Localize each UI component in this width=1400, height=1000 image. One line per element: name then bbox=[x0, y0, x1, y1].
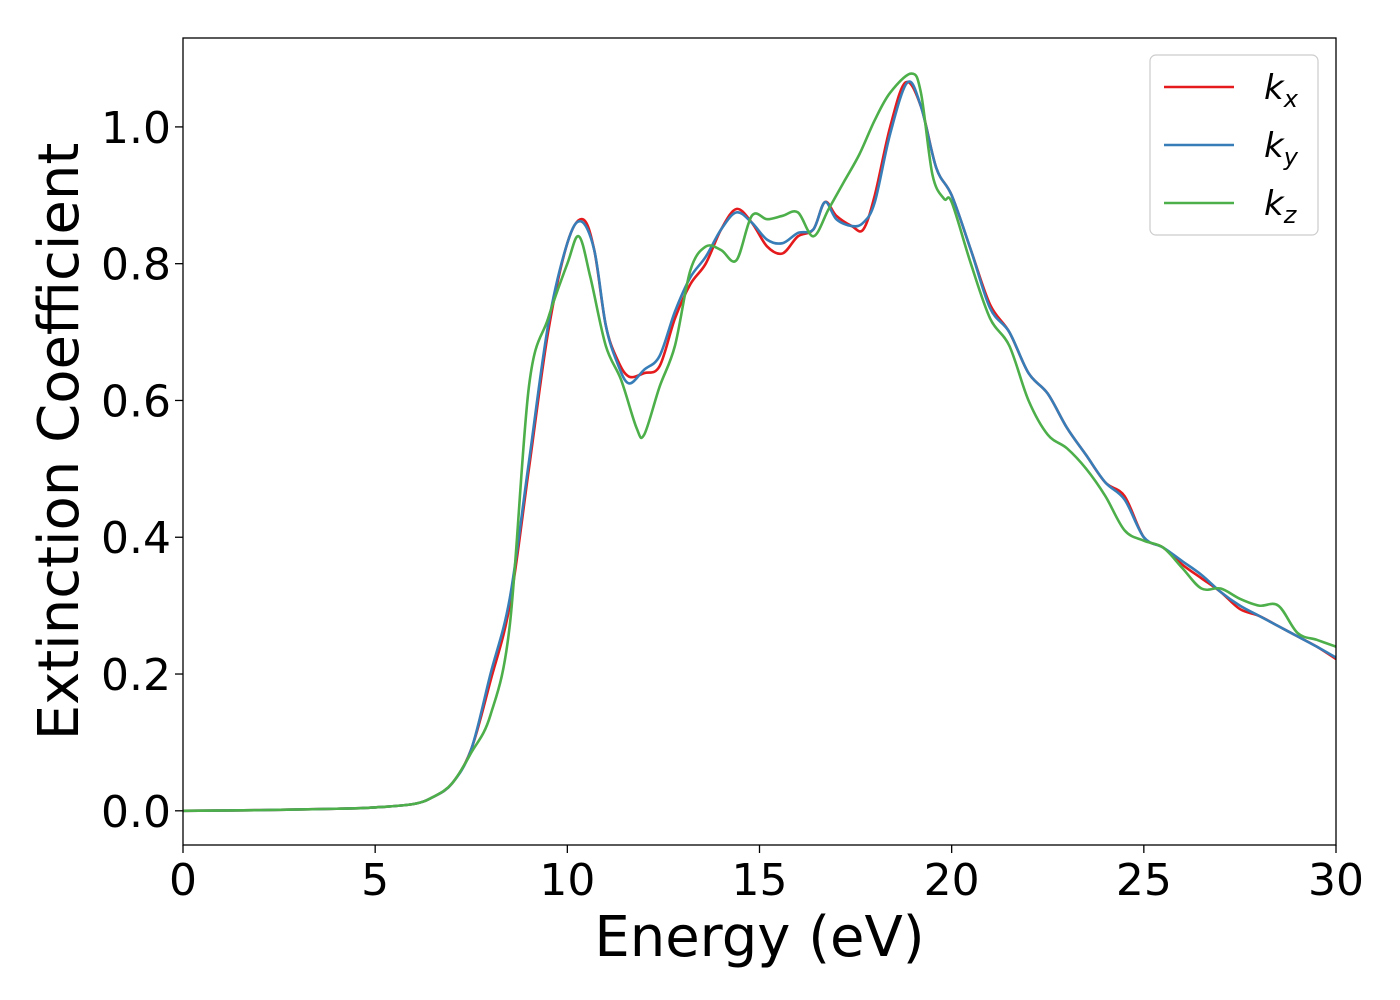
x-tick-label: 0 bbox=[169, 855, 197, 906]
x-tick-label: 5 bbox=[361, 855, 389, 906]
y-tick-label: 1.0 bbox=[101, 103, 171, 154]
y-tick-label: 0.6 bbox=[101, 376, 171, 427]
x-axis: 0 5 10 15 20 25 30 bbox=[169, 845, 1364, 906]
x-tick-label: 20 bbox=[924, 855, 980, 906]
series-layer bbox=[183, 72, 1336, 813]
series-line-ky bbox=[183, 80, 1336, 813]
legend-label-ky: ky bbox=[1264, 126, 1299, 171]
x-tick-label: 15 bbox=[732, 855, 788, 906]
x-tick-label: 10 bbox=[539, 855, 595, 906]
x-axis-title: Energy (eV) bbox=[594, 905, 924, 970]
y-axis-title: Extinction Coefficient bbox=[27, 143, 92, 741]
legend-label-kz: kz bbox=[1264, 184, 1298, 229]
y-axis: 0.0 0.2 0.4 0.6 0.8 1.0 bbox=[101, 103, 183, 838]
legend: kx ky kz bbox=[1149, 54, 1319, 236]
y-tick-label: 0.2 bbox=[101, 650, 171, 701]
y-tick-label: 0.0 bbox=[101, 787, 171, 838]
y-tick-label: 0.4 bbox=[101, 513, 171, 564]
series-line-kz bbox=[183, 72, 1336, 813]
legend-label-kx: kx bbox=[1264, 68, 1299, 113]
x-tick-label: 30 bbox=[1308, 855, 1364, 906]
y-tick-label: 0.8 bbox=[101, 240, 171, 291]
x-tick-label: 25 bbox=[1116, 855, 1172, 906]
